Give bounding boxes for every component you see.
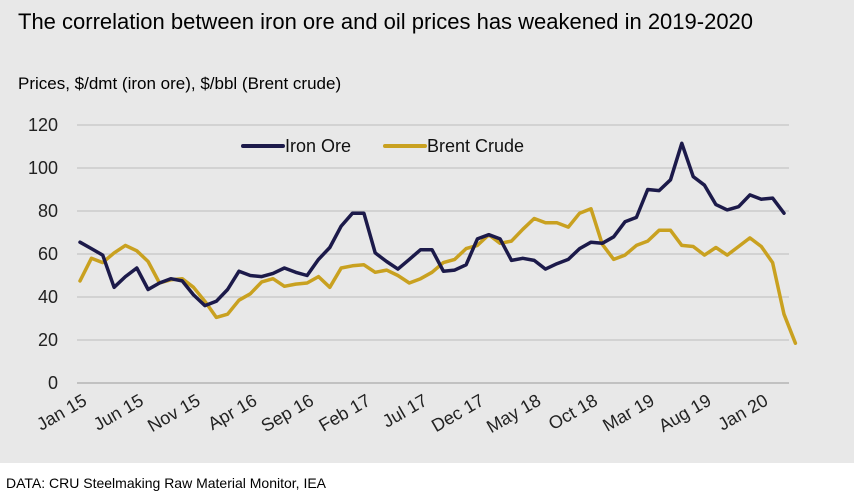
x-tick-label: Sep 16 (258, 390, 317, 436)
y-tick-label: 120 (28, 115, 58, 135)
series-line-brent-crude (78, 207, 798, 345)
chart-title: The correlation between iron ore and oil… (18, 9, 754, 34)
legend: Iron Ore Brent Crude (241, 136, 524, 156)
x-tick-label: Aug 19 (655, 390, 714, 436)
series-line-iron-ore (78, 141, 786, 308)
y-tick-label: 20 (38, 330, 58, 350)
x-tick-label: Jul 17 (379, 390, 431, 431)
chart-panel (0, 0, 854, 463)
y-tick-label: 60 (38, 244, 58, 264)
y-axis-ticks: 0 20 40 60 80 100 120 (28, 115, 58, 393)
x-tick-label: Oct 18 (545, 390, 601, 434)
x-tick-label: Jan 15 (33, 390, 90, 434)
x-tick-label: Nov 15 (144, 390, 203, 436)
legend-label: Iron Ore (285, 136, 351, 156)
y-tick-label: 80 (38, 201, 58, 221)
x-tick-label: Jun 15 (90, 390, 147, 434)
x-tick-label: Feb 17 (315, 390, 374, 435)
x-tick-label: May 18 (483, 390, 544, 437)
x-tick-label: Mar 19 (599, 390, 658, 435)
source-note: DATA: CRU Steelmaking Raw Material Monit… (6, 475, 327, 491)
y-tick-label: 0 (48, 373, 58, 393)
x-tick-label: Dec 17 (428, 390, 487, 436)
x-tick-label: Jan 20 (714, 390, 771, 434)
y-tick-label: 100 (28, 158, 58, 178)
y-tick-label: 40 (38, 287, 58, 307)
chart-subtitle: Prices, $/dmt (iron ore), $/bbl (Brent c… (18, 74, 342, 93)
x-tick-label: Apr 16 (204, 390, 260, 434)
series-lines (78, 141, 798, 345)
legend-label: Brent Crude (427, 136, 524, 156)
